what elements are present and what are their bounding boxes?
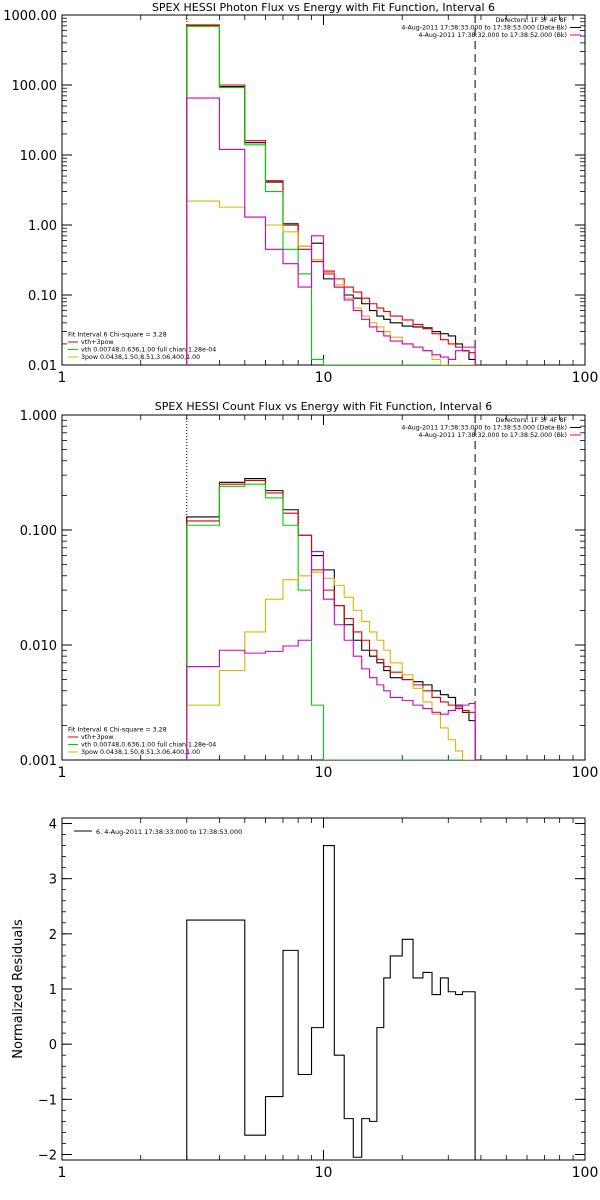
y-axis-label: Normalized Residuals (11, 919, 26, 1059)
legend-entry: 3pow 0.0438,1.50,8.51,3.06,400,1.00 (81, 354, 200, 361)
photon-flux-panel: SPEX HESSI Photon Flux vs Energy with Fi… (3, 1, 598, 386)
series-line-magenta (186, 550, 476, 760)
x-tick-label: 100 (572, 370, 599, 386)
series-line-red (186, 479, 476, 760)
y-tick-label: 0.10 (28, 289, 57, 304)
count-flux-panel: SPEX HESSI Count Flux vs Energy with Fit… (20, 400, 599, 781)
legend-entry: vth+3pow (81, 734, 113, 741)
x-tick-label: 1 (58, 765, 67, 781)
y-tick-label: 100.00 (12, 79, 58, 94)
legend-entry: Detectors: 1F 3F 4F 8F (496, 417, 568, 424)
legend-entry: 4-Aug-2011 17:38:33.000 to 17:38:53.000 … (401, 425, 567, 432)
legend-entry: Detectors: 1F 3F 4F 8F (496, 17, 568, 24)
legend-entry: Fit Interval 6 Chi-square = 3.28 (68, 332, 167, 339)
series-line-magenta (186, 97, 476, 365)
y-tick-label: 0.010 (20, 639, 57, 654)
y-tick-label: 0.100 (20, 524, 57, 539)
y-tick-label: 3 (49, 873, 57, 888)
y-tick-label: 1.00 (28, 219, 57, 234)
y-tick-label: 1000.00 (3, 9, 57, 24)
legend-entry: 3pow 0.0438,1.50,8.51,3.06,400,1.00 (81, 749, 200, 756)
legend-entry: vth 0.00748,0.636,1.00 full chian 1.28e-… (81, 347, 216, 354)
y-tick-label: −2 (38, 1148, 57, 1163)
plot-frame (61, 14, 586, 366)
y-tick-label: −1 (38, 1093, 57, 1108)
legend-entry: vth 0.00748,0.636,1.00 full chian 1.28e-… (81, 742, 216, 749)
x-tick-label: 10 (315, 765, 333, 781)
x-tick-label: 10 (315, 1165, 333, 1181)
y-tick-label: 1 (49, 983, 57, 998)
series-line-green (186, 25, 476, 365)
series-line-green (186, 483, 476, 760)
y-tick-label: 1.000 (20, 409, 57, 424)
x-tick-label: 1 (58, 1165, 67, 1181)
legend-entry: 6. 4-Aug-2011 17:38:33.000 to 17:38:53.0… (96, 828, 242, 836)
x-tick-label: 1 (58, 370, 67, 386)
y-tick-label: 10.00 (20, 149, 57, 164)
y-tick-label: 0 (49, 1038, 57, 1053)
x-tick-label: 100 (572, 1165, 599, 1181)
chart-title: SPEX HESSI Count Flux vs Energy with Fit… (155, 400, 492, 413)
y-tick-label: 0.001 (20, 754, 57, 769)
series-line-black (186, 478, 476, 760)
chart-title: SPEX HESSI Photon Flux vs Energy with Fi… (152, 1, 495, 14)
y-tick-label: 4 (49, 818, 57, 833)
legend-entry: 4-Aug-2011 17:38:33.000 to 17:38:53.000 … (401, 25, 567, 32)
x-tick-label: 100 (572, 765, 599, 781)
legend-entry: Fit Interval 6 Chi-square = 3.28 (68, 727, 167, 734)
y-tick-label: 2 (49, 928, 57, 943)
legend-entry: 4-Aug-2011 17:38:32.000 to 17:38:52.000 … (418, 32, 567, 39)
series-line-black (186, 845, 476, 1160)
x-tick-label: 10 (315, 370, 333, 386)
series-line-yellow (186, 571, 476, 760)
y-tick-label: 0.01 (28, 359, 57, 374)
series-line-yellow (186, 200, 476, 365)
series-line-black (186, 25, 476, 365)
series-line-red (186, 24, 476, 365)
legend-entry: 4-Aug-2011 17:38:32.000 to 17:38:52.000 … (418, 432, 567, 439)
legend-entry: vth+3pow (81, 339, 113, 346)
residuals-panel: 1 10 100 −2 −1 0 1 2 3 4 Normalized Residuals 6. 4-… (11, 817, 599, 1181)
